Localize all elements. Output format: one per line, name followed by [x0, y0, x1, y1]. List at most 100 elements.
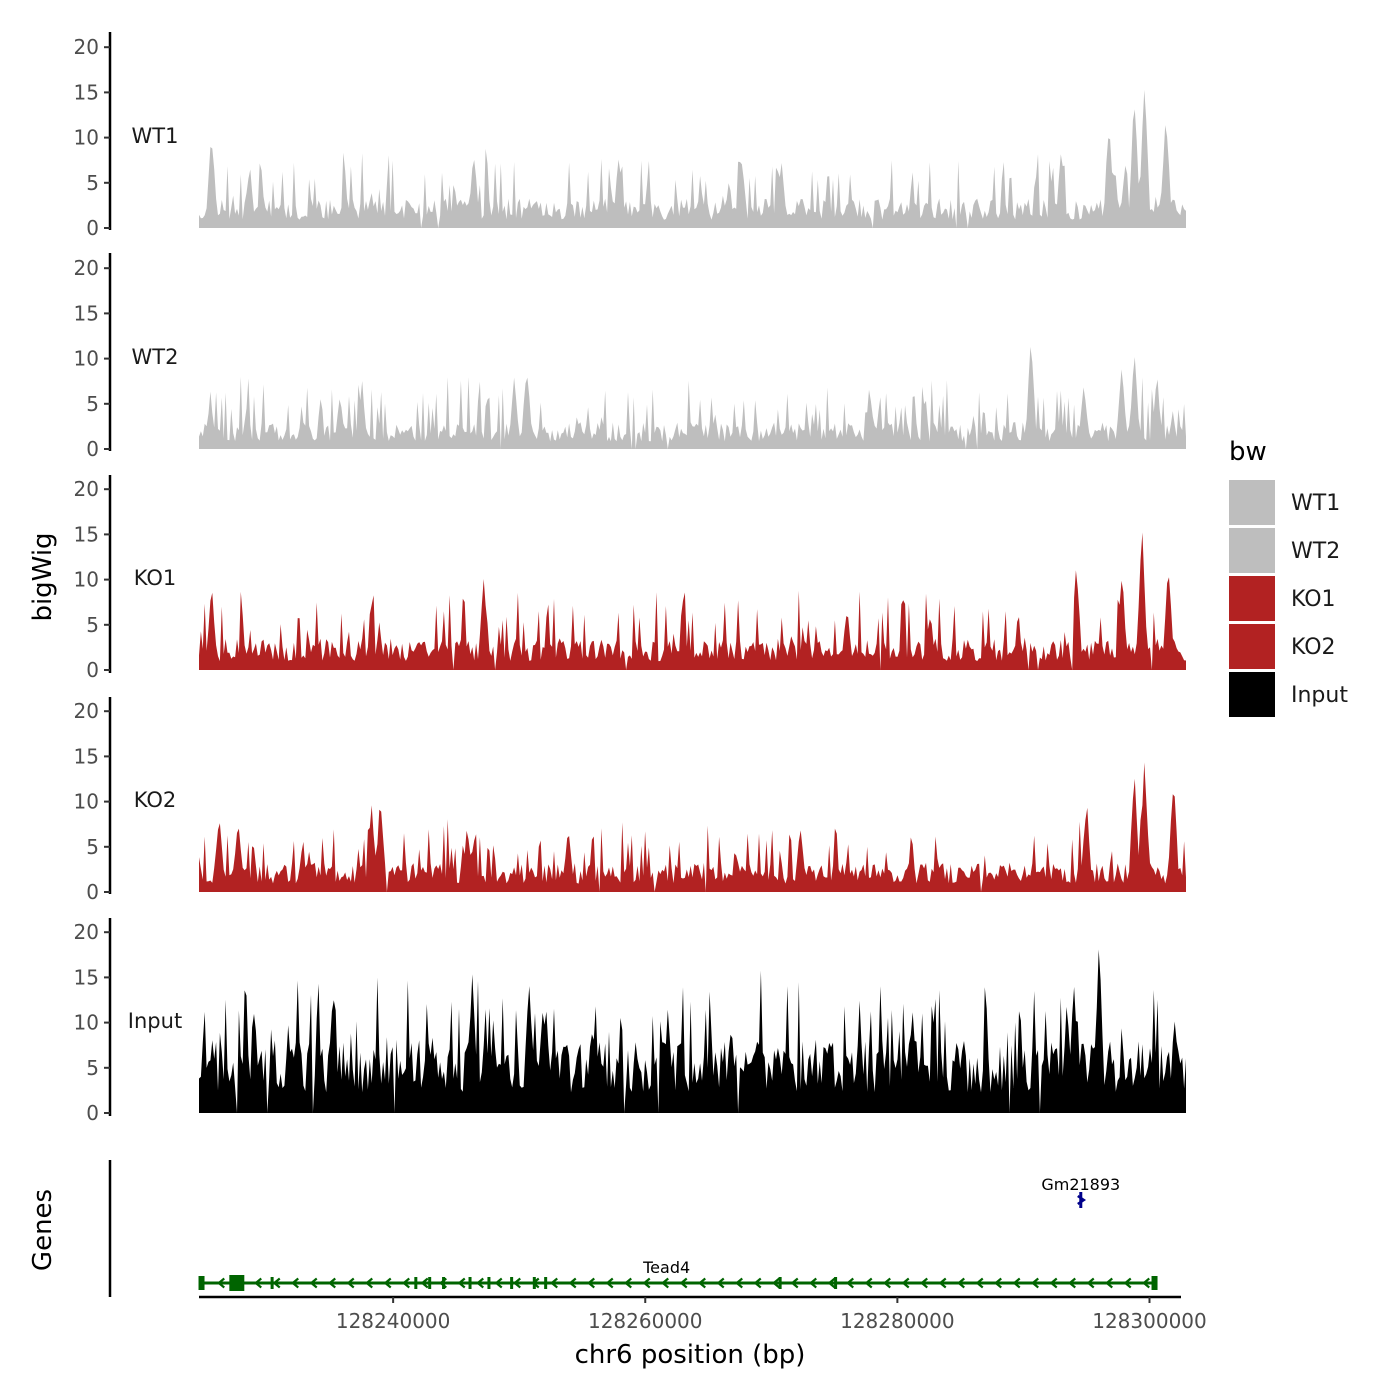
track-input: 0 5 10 15 20 Input: [74, 918, 1186, 1125]
y-axis-title: bigWig: [28, 532, 58, 621]
gene-tead4: Tead4: [198, 1258, 1158, 1291]
track-label-wt2: WT2: [132, 345, 179, 369]
coverage-area-ko2: [199, 762, 1186, 892]
strand-arrow: [383, 1277, 392, 1289]
genes-axis-title: Genes: [28, 1189, 58, 1271]
gene-label: Gm21893: [1041, 1175, 1120, 1194]
legend-entry-ko1: KO1: [1229, 576, 1336, 621]
legend-title: bw: [1229, 437, 1267, 467]
strand-arrow: [901, 1277, 910, 1289]
strand-arrow: [476, 1277, 484, 1289]
exon: [487, 1277, 491, 1289]
strand-arrow: [346, 1277, 355, 1289]
x-tick-label: 128240000: [336, 1309, 451, 1333]
strand-arrow: [920, 1277, 928, 1289]
y-tick-label: 10: [74, 1011, 99, 1035]
strand-arrow: [309, 1277, 318, 1289]
strand-arrow: [1086, 1277, 1095, 1289]
strand-arrow: [1123, 1277, 1132, 1289]
strand-arrow: [994, 1277, 1002, 1289]
strand-arrow: [1068, 1277, 1076, 1289]
strand-arrow: [568, 1277, 577, 1289]
strand-arrow: [642, 1277, 651, 1289]
strand-arrow: [587, 1277, 595, 1289]
legend: bw WT1 WT2 KO1 KO2 Input: [1229, 437, 1348, 717]
strand-arrow: [846, 1277, 854, 1289]
y-tick-label: 20: [74, 920, 99, 944]
legend-entry-wt1: WT1: [1229, 480, 1340, 525]
exon: [778, 1277, 782, 1289]
track-label-ko1: KO1: [134, 566, 177, 590]
legend-label: WT1: [1291, 491, 1340, 516]
exon: [544, 1277, 548, 1289]
strand-arrow: [679, 1277, 688, 1289]
legend-entry-wt2: WT2: [1229, 528, 1340, 573]
y-tick-label: 20: [74, 35, 99, 59]
strand-arrow: [716, 1277, 725, 1289]
strand-arrow: [605, 1277, 614, 1289]
strand-arrow: [827, 1277, 836, 1289]
strand-arrow: [1105, 1277, 1113, 1289]
track-label-ko2: KO2: [134, 788, 177, 812]
exon: [414, 1277, 418, 1289]
y-tick-label: 0: [86, 437, 99, 461]
strand-arrow: [550, 1277, 558, 1289]
strand-arrow: [1049, 1277, 1058, 1289]
track-ko2: 0 5 10 15 20 KO2: [74, 697, 1186, 904]
y-tick-label: 0: [86, 1101, 99, 1125]
strand-arrow: [272, 1277, 281, 1289]
legend-entry-input: Input: [1229, 672, 1348, 717]
gene-gm21893: Gm21893: [1041, 1175, 1120, 1208]
strand-arrow: [938, 1277, 947, 1289]
exon: [428, 1277, 432, 1289]
strand-arrow: [1012, 1277, 1021, 1289]
legend-label: Input: [1291, 683, 1348, 708]
x-axis: 128240000 128260000 128280000 128300000: [199, 1295, 1207, 1333]
strand-arrow: [753, 1277, 762, 1289]
track-ko1: 0 5 10 15 20 KO1: [74, 475, 1186, 682]
exon: [198, 1276, 205, 1290]
exon: [532, 1277, 536, 1289]
strand-arrow: [957, 1277, 965, 1289]
gene-track: Tead4 Gm21893: [108, 1160, 1158, 1297]
y-tick-label: 5: [86, 613, 99, 637]
bigwig-tracks: 0 5 10 15 20 WT1 0 5 10 15 20 WT2 0 5 10 15 20 KO1 0 5 10 15 2…: [74, 32, 1186, 1125]
y-tick-label: 20: [74, 699, 99, 723]
strand-arrow: [365, 1277, 373, 1289]
y-tick-label: 5: [86, 171, 99, 195]
y-tick-label: 5: [86, 1056, 99, 1080]
strand-arrow: [457, 1277, 466, 1289]
exon: [510, 1277, 514, 1289]
strand-arrow: [494, 1277, 503, 1289]
y-tick-label: 0: [86, 880, 99, 904]
strand-arrow: [864, 1277, 873, 1289]
track-label-input: Input: [128, 1009, 182, 1033]
y-tick-label: 15: [74, 301, 99, 325]
strand-arrow: [790, 1277, 799, 1289]
strand-arrow: [735, 1277, 743, 1289]
strand-arrow: [698, 1277, 706, 1289]
legend-label: KO2: [1291, 635, 1336, 660]
legend-label: KO1: [1291, 587, 1336, 612]
strand-arrow: [661, 1277, 669, 1289]
strand-arrow: [1077, 1194, 1087, 1206]
strand-arrow: [402, 1277, 410, 1289]
exon: [270, 1277, 274, 1289]
y-tick-label: 15: [74, 522, 99, 546]
y-tick-label: 20: [74, 477, 99, 501]
exon: [468, 1277, 472, 1289]
y-tick-label: 5: [86, 392, 99, 416]
strand-arrow: [1142, 1277, 1150, 1289]
x-tick-label: 128280000: [840, 1309, 955, 1333]
legend-label: WT2: [1291, 539, 1340, 564]
track-label-wt1: WT1: [132, 124, 179, 148]
y-tick-label: 15: [74, 80, 99, 104]
strand-arrow: [975, 1277, 984, 1289]
x-axis-title: chr6 position (bp): [575, 1340, 806, 1370]
track-wt1: 0 5 10 15 20 WT1: [74, 32, 1186, 240]
exon: [834, 1277, 838, 1289]
legend-entry-ko2: KO2: [1229, 624, 1336, 669]
strand-arrow: [624, 1277, 632, 1289]
coverage-area-wt2: [199, 346, 1186, 449]
y-tick-label: 15: [74, 744, 99, 768]
